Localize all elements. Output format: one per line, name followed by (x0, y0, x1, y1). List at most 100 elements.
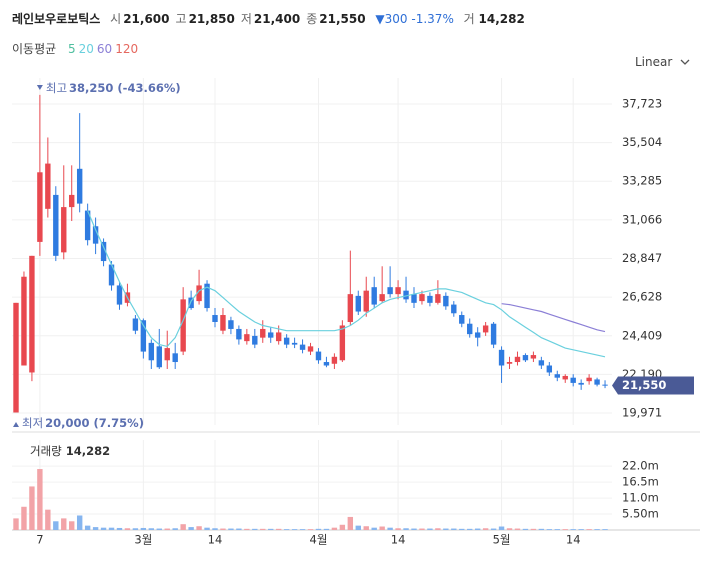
candle-body (538, 360, 545, 366)
volume-bar (92, 527, 99, 530)
y-tick-label: 19,971 (622, 406, 662, 420)
y-tick-label: 31,066 (622, 212, 662, 226)
volume-bar (602, 529, 608, 530)
stat-label: 종 (306, 12, 318, 26)
volume-bar (212, 528, 218, 530)
candle-body (212, 315, 218, 322)
volume-bar (411, 528, 417, 530)
candle-body (546, 365, 553, 373)
ma-legend-entry: 120 (115, 42, 139, 56)
volume-bar (236, 528, 242, 530)
volume-bar (148, 528, 155, 530)
y-tick-label: 26,628 (622, 290, 662, 304)
candle-body (204, 283, 210, 309)
candle-body (69, 194, 75, 208)
candle-body (530, 355, 537, 359)
volume-bar (355, 525, 361, 530)
stat-value: 21,850 (188, 12, 235, 26)
moving-average-legend: 이동평균 5 20 60 120 (12, 40, 141, 57)
scale-label[interactable]: Linear (635, 55, 673, 69)
volume-bar (371, 527, 377, 530)
candle-body (188, 297, 194, 309)
stat-label: 고 (175, 12, 187, 26)
volume-bar (459, 528, 465, 530)
candle-body (164, 348, 170, 361)
candle-body (355, 295, 361, 312)
volume-bar (498, 526, 505, 530)
volume-bar (530, 528, 537, 530)
min-annotation-label: 최저 (22, 416, 43, 430)
y2-tick-label: 11.0m (622, 491, 659, 505)
candle-body (53, 194, 59, 256)
min-marker (13, 422, 19, 427)
candle-body (586, 377, 592, 382)
volume-bar (538, 528, 545, 530)
y-tick-label: 33,285 (622, 174, 662, 188)
candle-body (291, 342, 298, 345)
volume-bar (451, 528, 457, 530)
candle-body (347, 294, 354, 322)
candle-body (451, 304, 457, 314)
candle-body (61, 207, 67, 253)
candle-body (283, 337, 290, 345)
stock-name: 레인보우로보틱스 (12, 12, 101, 26)
candle-body (315, 351, 322, 361)
volume-bar (156, 528, 162, 530)
chevron (680, 59, 690, 65)
candle-body (506, 362, 513, 364)
volume-bar (21, 506, 27, 530)
max-annotation-value: 38,250 (-43.66%) (69, 81, 181, 95)
max-marker (36, 85, 43, 90)
volume-bar (427, 528, 433, 530)
candle-body (299, 344, 306, 350)
volume-bar (291, 529, 298, 530)
max-annotation-label: 최고 (46, 81, 67, 95)
moving-average-line (87, 210, 606, 358)
volume-bar (76, 515, 83, 530)
price-change: ▼300 -1.37% (375, 12, 453, 26)
candle-body (490, 323, 497, 345)
volume-bar (220, 528, 226, 530)
volume-bar (482, 528, 489, 530)
stat-label: 저 (240, 12, 252, 26)
y2-tick-label: 16.5m (622, 475, 659, 489)
candle-body (84, 210, 91, 241)
candle-body (21, 276, 27, 366)
quote-header: 레인보우로보틱스 시 21,600 고 21,850 저 21,400 종 21,550 ▼3… (12, 10, 525, 27)
volume-bar (84, 525, 91, 530)
candle-body (403, 290, 409, 300)
candle-body (275, 332, 282, 342)
volume-bar (283, 529, 290, 530)
y2-tick-label: 22.0m (622, 459, 659, 473)
candle-body (156, 346, 162, 368)
candle-body (554, 374, 560, 378)
candle-body (482, 325, 489, 333)
candle-body (45, 163, 51, 209)
candle-body (307, 346, 314, 352)
change-pct: -1.37% (411, 12, 454, 26)
ma-label: 이동평균 (12, 42, 57, 56)
volume-bar (268, 528, 274, 530)
y-tick-label: 37,723 (622, 96, 662, 110)
last-price-tag (612, 376, 694, 395)
candle-body (228, 320, 234, 329)
y-tick-label: 35,504 (622, 135, 662, 149)
quote-stats: 시 21,600 고 21,850 저 21,400 종 21,550 (104, 12, 365, 26)
candle-body (116, 285, 123, 305)
volume-bar (204, 527, 210, 530)
volume-bar (443, 528, 449, 530)
candle-body (522, 355, 529, 361)
min-annotation: 최저 20,000 (7.75%) (22, 416, 144, 430)
candle-body (236, 328, 242, 340)
volume-bar (379, 526, 385, 530)
volume-bar (363, 526, 369, 530)
volume-bar (474, 528, 481, 530)
volume-bar (252, 528, 258, 530)
max-annotation: 최고 38,250 (-43.66%) (46, 81, 181, 95)
candle-body (498, 349, 505, 366)
volume-bar (140, 527, 147, 530)
scale-selector[interactable]: Linear (635, 55, 690, 69)
volume-bar (490, 528, 497, 530)
volume-bar (331, 527, 338, 530)
